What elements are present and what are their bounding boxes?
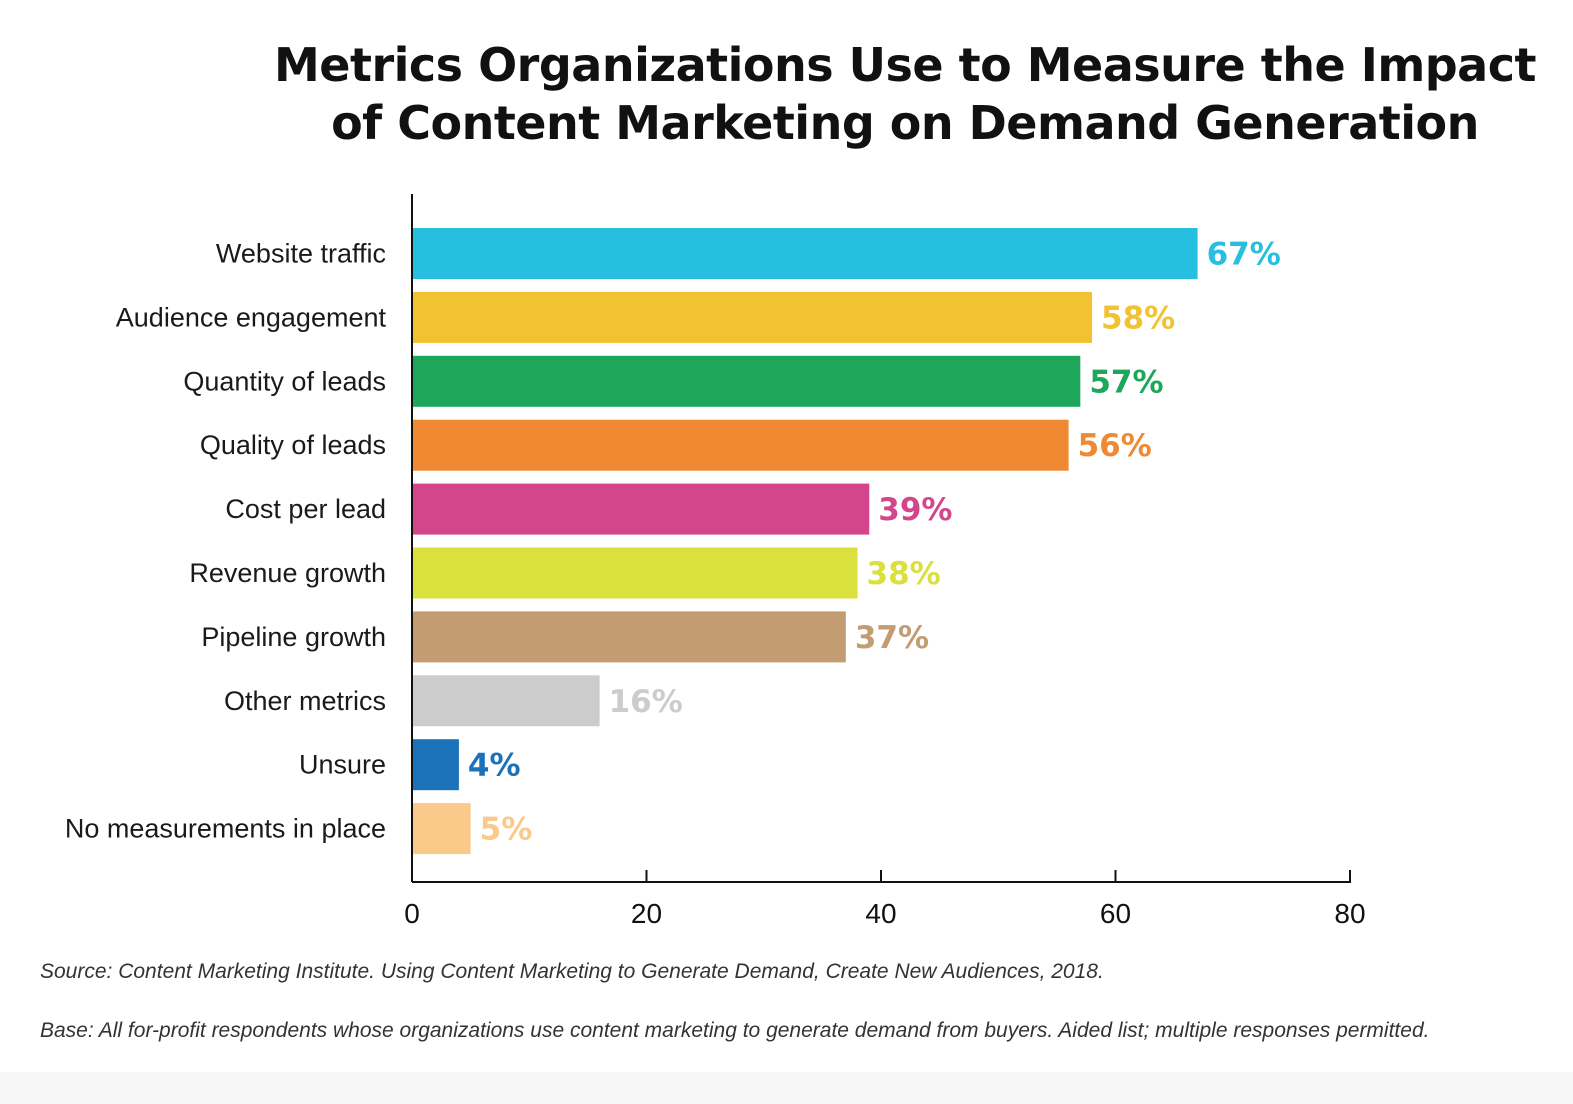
value-label-5: 38% [867,556,941,592]
bar-7 [412,675,600,727]
base-footnote: Base: All for-profit respondents whose o… [40,1019,1430,1042]
bar-8 [412,739,459,791]
chart-title-line-1: Metrics Organizations Use to Measure the… [274,38,1536,92]
category-label-6: Pipeline growth [201,622,386,652]
x-tick-label-0: 0 [404,898,420,929]
category-label-5: Revenue growth [189,558,386,588]
bottom-band [0,1072,1573,1104]
category-label-8: Unsure [299,750,386,780]
x-tick-label-4: 80 [1334,898,1365,929]
bar-6 [412,611,846,663]
value-labels-group: 67% 58% 57% 56% 39% 38% 37% 16% 4% 5% [468,237,1281,848]
category-label-1: Audience engagement [116,302,387,332]
category-label-0: Website traffic [216,239,386,269]
category-label-9: No measurements in place [65,814,386,844]
value-label-4: 39% [878,492,952,528]
category-label-4: Cost per lead [225,494,386,524]
chart-title: Metrics Organizations Use to Measure the… [130,36,1573,152]
bar-1 [412,291,1093,343]
value-label-0: 67% [1207,237,1281,273]
category-labels-group: Website traffic Audience engagement Quanti… [65,239,387,844]
bar-3 [412,419,1069,471]
value-label-8: 4% [468,748,521,784]
x-tick-label-1: 20 [631,898,662,929]
value-label-2: 57% [1089,364,1163,400]
chart-title-line-2: of Content Marketing on Demand Generatio… [331,96,1479,150]
value-label-3: 56% [1078,428,1152,464]
bar-4 [412,483,870,535]
bar-0 [412,228,1198,279]
bar-chart: Website traffic Audience engagement Quanti… [65,194,1366,929]
x-tick-label-2: 40 [865,898,896,929]
bars-group [412,228,1198,855]
category-label-7: Other metrics [224,686,386,716]
value-label-7: 16% [609,684,683,720]
value-label-9: 5% [480,812,533,848]
axes-group: 0 20 40 60 80 [404,194,1366,929]
source-footnote: Source: Content Marketing Institute. Usi… [40,960,1104,983]
bar-5 [412,547,858,599]
bar-9 [412,803,471,855]
value-label-6: 37% [855,620,929,656]
x-tick-label-3: 60 [1100,898,1131,929]
value-label-1: 58% [1101,300,1175,336]
category-label-2: Quantity of leads [183,366,386,396]
category-label-3: Quality of leads [200,430,386,460]
bar-2 [412,355,1081,407]
